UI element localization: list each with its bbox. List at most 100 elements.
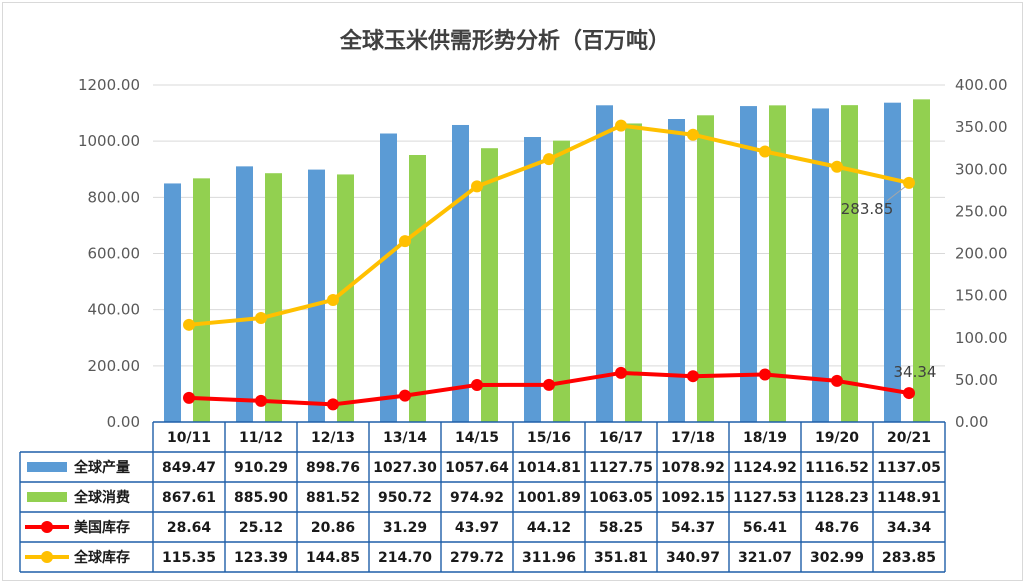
bar-consumption: [841, 105, 858, 423]
table-cell: 279.72: [450, 550, 504, 566]
table-cell: 849.47: [162, 460, 216, 476]
y-right-tick-label: 100.00: [955, 329, 1008, 347]
table-cell: 43.97: [455, 520, 499, 536]
table-cell: 1027.30: [373, 460, 437, 476]
legend-label: 全球消费: [73, 489, 130, 506]
table-cell: 214.70: [378, 550, 432, 566]
line-point: [831, 374, 843, 387]
table-cell: 115.35: [162, 550, 216, 566]
table-cell: 340.97: [666, 550, 720, 566]
table-cell: 56.41: [743, 520, 787, 536]
line-point: [687, 128, 699, 141]
table-cell: 1078.92: [661, 460, 725, 476]
y-left-tick-label: 0.00: [107, 413, 140, 431]
table-cell: 974.92: [450, 490, 504, 506]
table-cell: 1127.53: [733, 490, 797, 506]
table-cell: 1057.64: [445, 460, 509, 476]
table-cell: 31.29: [383, 520, 427, 536]
bar-production: [524, 137, 541, 423]
line-point: [687, 370, 699, 383]
category-label: 19/20: [815, 430, 859, 446]
y-left-tick-label: 600.00: [88, 245, 141, 263]
category-label: 14/15: [455, 430, 499, 446]
bar-production: [380, 133, 397, 422]
chart-title: 全球玉米供需形势分析（百万吨）: [339, 28, 670, 54]
table-cell: 1148.91: [877, 490, 941, 506]
table-cell: 123.39: [234, 550, 288, 566]
table-cell: 28.64: [167, 520, 212, 536]
line-point: [327, 293, 339, 306]
line-point: [183, 318, 195, 331]
bar-consumption: [913, 99, 930, 422]
table-cell: 20.86: [311, 520, 355, 536]
line-point: [831, 160, 843, 173]
y-right-tick-label: 200.00: [955, 245, 1008, 263]
y-left-tick-label: 400.00: [88, 301, 141, 319]
table-cell: 1124.92: [733, 460, 797, 476]
bar-consumption: [553, 140, 570, 422]
y-left-tick-label: 800.00: [88, 188, 141, 206]
table-cell: 1116.52: [805, 460, 869, 476]
line-point: [543, 378, 555, 391]
table-cell: 144.85: [306, 550, 360, 566]
table-cell: 311.96: [522, 550, 576, 566]
bar-production: [164, 183, 181, 422]
table-cell: 1128.23: [805, 490, 869, 506]
data-label-leader: [886, 186, 906, 202]
category-label: 10/11: [167, 430, 211, 446]
y-right-tick-label: 300.00: [955, 160, 1008, 178]
bar-consumption: [769, 105, 786, 422]
line-point: [759, 368, 771, 381]
legend-label: 全球产量: [73, 459, 130, 476]
bar-production: [812, 108, 829, 422]
bar-production: [452, 124, 469, 422]
legend-key-marker: [41, 551, 53, 563]
y-right-tick-label: 50.00: [955, 371, 998, 389]
table-cell: 48.76: [815, 520, 859, 536]
bar-consumption: [481, 148, 498, 422]
table-cell: 1063.05: [589, 490, 653, 506]
table-cell: 351.81: [594, 550, 648, 566]
y-left-tick-label: 1000.00: [78, 132, 140, 150]
category-label: 16/17: [599, 430, 643, 446]
legend-label: 全球库存: [73, 549, 130, 566]
line-point: [471, 378, 483, 391]
line-point: [255, 312, 267, 325]
table-cell: 910.29: [234, 460, 288, 476]
table-cell: 1092.15: [661, 490, 725, 506]
line-point: [615, 366, 627, 379]
table-cell: 881.52: [306, 490, 360, 506]
table-cell: 283.85: [882, 550, 936, 566]
y-right-tick-label: 350.00: [955, 118, 1008, 136]
line-point: [615, 119, 627, 132]
line-point: [903, 387, 915, 400]
table-cell: 302.99: [810, 550, 864, 566]
y-right-tick-label: 150.00: [955, 287, 1008, 305]
table-cell: 34.34: [887, 520, 932, 536]
line-point: [399, 389, 411, 402]
legend-key: [27, 492, 67, 502]
bar-consumption: [337, 174, 354, 422]
y-left-tick-label: 1200.00: [78, 76, 140, 94]
line-point: [255, 394, 267, 407]
y-right-tick-label: 0.00: [955, 413, 988, 431]
table-cell: 867.61: [162, 490, 216, 506]
table-cell: 58.25: [599, 520, 643, 536]
category-label: 20/21: [887, 430, 931, 446]
table-cell: 885.90: [234, 490, 288, 506]
line-point: [183, 391, 195, 404]
table-cell: 1127.75: [589, 460, 653, 476]
bar-production: [308, 169, 325, 422]
legend-label: 美国库存: [74, 519, 130, 536]
table-cell: 898.76: [306, 460, 360, 476]
category-label: 18/19: [743, 430, 787, 446]
category-label: 15/16: [527, 430, 571, 446]
table-cell: 1001.89: [517, 490, 581, 506]
table-cell: 44.12: [527, 520, 571, 536]
bar-consumption: [193, 178, 210, 422]
legend-key: [27, 462, 67, 472]
bar-production: [668, 119, 685, 423]
data-table: 10/11 11/12 12/13 13/14 14/15 15/16 16/17 17/18…: [19, 421, 946, 573]
bar-production: [596, 105, 613, 422]
